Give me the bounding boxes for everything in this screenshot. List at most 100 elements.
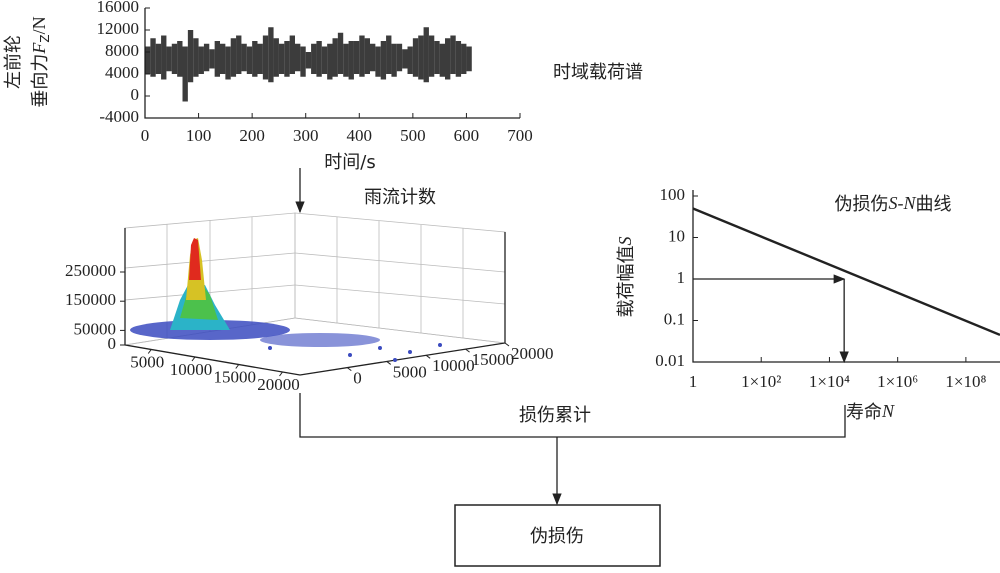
signal-band [327,43,333,80]
x-tick-label: 1×10⁶ [877,372,918,391]
signal-band [262,35,269,80]
signal-band [396,43,403,72]
signal-band [461,43,467,74]
signal-band [321,46,328,74]
signal-band [439,43,445,77]
signal-band [300,46,306,77]
connector [299,393,846,438]
signal-band [311,43,317,74]
signal-band [359,35,365,77]
y-label-prefix: 垂向力 [30,54,51,108]
z-tick-label: 0 [108,334,117,353]
signal-band [273,38,279,77]
x-tick-label: 100 [186,126,212,145]
x-tick-label: 200 [239,126,265,145]
sn-y-label: 载荷幅值S [615,237,637,318]
y-tick-label: 15000 [472,350,514,369]
signal-band [337,32,344,74]
y-tick-label: -4000 [99,107,139,126]
y-tick-label: 8000 [105,41,139,60]
signal-band [161,35,167,80]
y-label-unit: /N [29,16,49,34]
y-tick [425,354,431,359]
x-tick-label: 5000 [130,352,164,371]
sn-line [692,207,1000,337]
signal-band [348,41,354,80]
rainflow-surface [130,238,442,362]
accumulate-label: 损伤累计 [519,405,591,426]
rainflow-caption: 雨流计数 [364,187,436,208]
signal-band [284,41,290,77]
signal-band [268,27,274,83]
y-label-symbol: F [29,42,49,55]
signal-band [203,43,210,72]
y-tick [347,367,352,372]
signal-band [257,43,263,74]
axis [692,190,1000,363]
z-tick-label: 50000 [74,319,117,338]
signal-band [364,38,370,74]
sn-y-label-symbol: S [615,237,635,246]
sn-title-italic: S-N [889,193,917,213]
signal-band [466,46,472,72]
signal-band [278,43,285,74]
y-label-line2: 垂向力FZ/N [29,16,51,107]
signal-band [332,38,338,77]
y-tick-label: 12000 [97,19,140,38]
signal-band [391,43,397,77]
signal-band [177,41,183,77]
signal-band [445,38,451,80]
z-tick-label: 150000 [65,290,116,309]
signal-band [295,43,301,72]
signal-band [198,46,204,74]
x-tick [147,349,152,354]
signal-band [166,46,172,72]
y-tick-label: 5000 [393,362,427,381]
sn-title-suffix: 曲线 [916,194,952,215]
y-tick-label: 20000 [511,344,554,363]
x-tick-label: 0 [141,126,150,145]
y-tick-label: 0 [131,85,140,104]
x-tick-label: 500 [400,126,426,145]
signal-band [220,43,226,74]
signal-band [187,30,194,83]
y-tick-label: 0.1 [664,309,685,328]
signal-band [225,46,231,80]
y-tick-label: 0.01 [655,351,685,370]
y-tick [465,348,470,353]
y-tick-label: 10 [668,226,685,245]
signal-band [230,38,237,77]
signal-band [375,46,381,77]
x-tick [191,356,196,362]
signal-band [182,46,188,102]
signal-band [252,41,258,77]
sn-title-prefix: 伪损伤 [835,194,889,215]
signal-band [455,41,462,77]
y-tick [386,361,392,365]
x-tick-label: 300 [293,126,319,145]
x-tick-label: 700 [507,126,533,145]
signal-band [407,46,413,74]
y-label-line1: 左前轮 [3,35,24,89]
signal-band [214,41,220,77]
signal-band [343,43,349,77]
y-tick-label: 0 [353,369,362,388]
x-tick-label: 400 [347,126,373,145]
y-tick-label: 16000 [97,0,140,16]
signal-band [236,35,242,74]
result-label: 伪损伤 [530,526,584,547]
z-tick-label: 250000 [65,261,116,280]
signal-band [246,46,253,74]
signal-band [316,41,322,77]
sn-x-label: 寿命N [846,401,895,423]
sn-x-label-text: 寿命 [846,402,882,423]
y-tick-label: 100 [660,185,686,204]
signal-band [450,35,456,74]
signal-band [241,43,247,72]
sn-title: 伪损伤S-N曲线 [835,193,952,215]
signal-band [423,27,429,83]
signal-band [386,35,392,74]
x-tick-label: 1×10⁴ [809,372,850,391]
y-tick [504,342,510,347]
